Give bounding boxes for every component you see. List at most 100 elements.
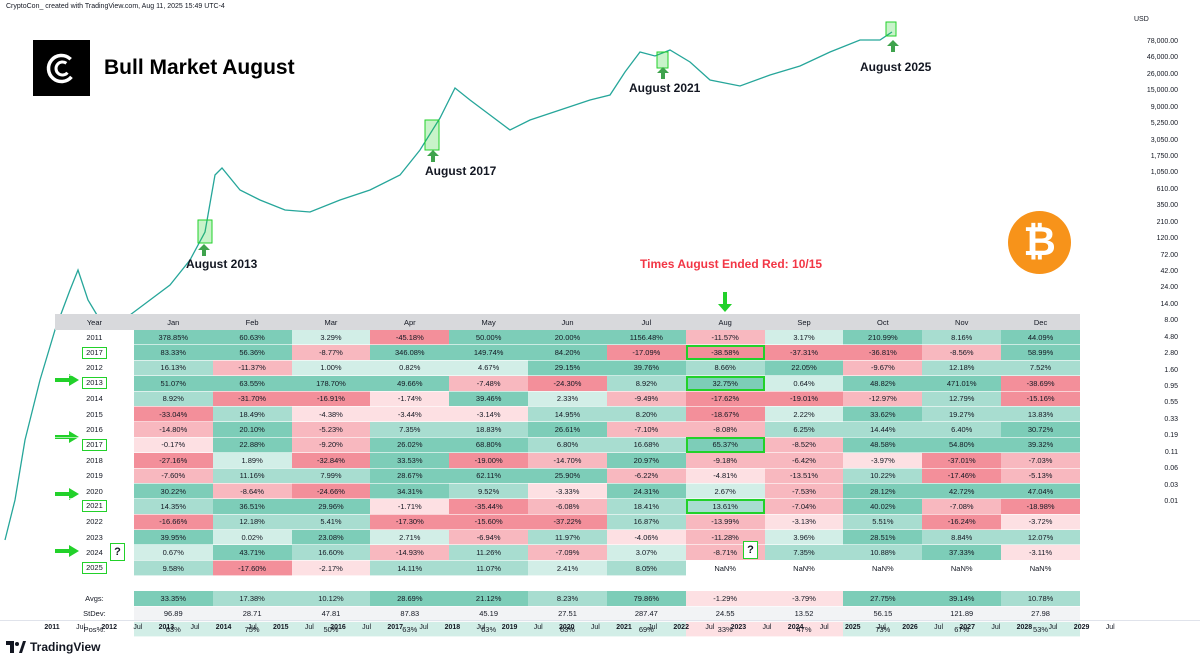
return-cell: 11.07%: [449, 560, 529, 577]
time-axis-tick: 2025: [845, 624, 861, 631]
return-cell: 13.83%: [1001, 406, 1080, 423]
return-cell: 11.97%: [528, 529, 607, 546]
return-cell: -7.04%: [764, 498, 844, 515]
return-cell: 0.67%: [133, 544, 213, 561]
return-cell: 20.97%: [606, 452, 686, 469]
year-cell: 2022: [55, 514, 134, 531]
return-cell: 149.74%: [449, 344, 529, 361]
page-title: Bull Market August: [104, 56, 295, 79]
stats-cell: 63%: [449, 621, 529, 638]
time-axis-tick: 2023: [730, 624, 747, 631]
return-cell: 34.31%: [370, 483, 450, 500]
return-cell: 2.33%: [528, 391, 607, 407]
return-cell: 11.26%: [449, 544, 529, 561]
return-cell: 7.99%: [291, 468, 371, 484]
return-cell: 2.22%: [764, 406, 844, 423]
return-cell: -5.23%: [291, 421, 371, 438]
price-chart: [4, 21, 897, 541]
time-axis-tick: Jul: [876, 624, 886, 631]
return-cell: NaN%: [922, 560, 1002, 577]
return-cell: -7.10%: [606, 421, 686, 438]
table-header-cell: Nov: [922, 314, 1002, 330]
return-cell: 346.08%: [370, 344, 450, 361]
table-row: 2014 8.92% -31.70% -16.91% -1.74% 39.46% 2.33%…: [55, 391, 1080, 407]
return-cell: 39.95%: [133, 529, 213, 546]
return-cell: 47.04%: [1001, 483, 1080, 500]
return-cell: 29.15%: [528, 360, 607, 377]
time-axis: 2011 Jul 2012 Jul 2013 Jul 2014 Jul 2015 Jul 2016 J…: [0, 620, 1200, 635]
time-axis-tick: Jul: [419, 624, 429, 631]
price-axis-tick: 210.00: [1156, 218, 1178, 226]
return-cell: 12.07%: [1001, 529, 1080, 546]
stats-cell: 287.47: [606, 606, 686, 623]
return-cell: 8.66%: [685, 360, 765, 377]
table-header-cell: Mar: [291, 314, 371, 330]
return-cell: -37.31%: [764, 344, 844, 361]
question-mark-aug-2025: ?: [743, 541, 758, 559]
return-cell: -5.13%: [1001, 468, 1080, 484]
annotation-august-2021: August 2021: [629, 81, 701, 95]
price-axis-tick: 78,000.00: [1146, 38, 1178, 45]
return-cell: 471.01%: [922, 375, 1002, 392]
table-header-cell: Feb: [212, 314, 292, 330]
return-cell: -13.51%: [764, 468, 844, 484]
price-axis-tick: 120.00: [1156, 235, 1178, 243]
stats-label: Pos%:: [55, 621, 134, 638]
stats-cell: 28.69%: [370, 590, 450, 607]
return-cell: 39.46%: [449, 391, 529, 407]
return-cell: 1156.48%: [606, 330, 686, 346]
return-cell: 43.71%: [212, 544, 292, 561]
return-cell: -31.70%: [212, 391, 292, 407]
return-cell: 51.07%: [133, 375, 213, 392]
return-cell: -7.53%: [764, 483, 844, 500]
table-row: 2011 378.85% 60.63% 3.29% -45.18% 50.00% 20.00…: [55, 330, 1080, 346]
return-cell: -36.81%: [843, 344, 923, 361]
return-cell: -24.66%: [291, 483, 371, 500]
return-cell: -8.52%: [764, 437, 844, 454]
stats-cell: -1.29%: [685, 590, 765, 607]
price-axis-tick: 4.80: [1164, 333, 1178, 341]
stats-cell: 33.35%: [133, 590, 213, 607]
time-axis-tick: 2015: [273, 624, 289, 631]
return-cell: -9.49%: [606, 391, 686, 407]
table-row: 2017 -0.17% 22.88% -9.20% 26.02% 68.80% 6.80% 1…: [55, 437, 1080, 454]
return-cell: -35.44%: [449, 498, 529, 515]
return-cell: 60.63%: [212, 330, 292, 346]
return-cell: 6.40%: [922, 421, 1002, 438]
table-row: 2019 -7.60% 11.16% 7.99% 28.67% 62.11% 25.90% -…: [55, 468, 1080, 484]
price-axis-tick: 0.11: [1164, 448, 1178, 456]
table-header-cell: Dec: [1001, 314, 1080, 330]
return-cell: 40.02%: [843, 498, 923, 515]
arrow-up-icon: [198, 244, 210, 256]
question-mark-2025: ?: [110, 543, 125, 561]
stats-cell: 39.14%: [922, 590, 1002, 607]
return-cell: -7.60%: [133, 468, 213, 484]
return-cell: 24.31%: [606, 483, 686, 500]
return-cell: -16.66%: [133, 514, 213, 531]
return-cell: 20.00%: [528, 330, 607, 346]
time-axis-tick: 2012: [101, 624, 117, 631]
return-cell: 8.84%: [922, 529, 1002, 546]
table-row: 2023 39.95% 0.02% 23.08% 2.71% -6.94% 11.97% -4…: [55, 529, 1080, 546]
table-row: 2021 14.35% 36.51% 29.96% -1.71% -35.44% -6.08…: [55, 498, 1080, 515]
return-cell: -8.77%: [291, 344, 371, 361]
time-axis-tick: 2026: [902, 624, 918, 631]
return-cell: 8.20%: [606, 406, 686, 423]
price-axis-tick: 9,000.00: [1150, 103, 1178, 111]
return-cell: 0.02%: [212, 529, 292, 546]
return-cell: 5.41%: [291, 514, 371, 531]
return-cell: -2.17%: [291, 560, 371, 577]
return-cell: 28.12%: [843, 483, 923, 500]
return-cell: 54.80%: [922, 437, 1002, 454]
time-axis-tick: Jul: [934, 624, 944, 631]
return-cell: 83.33%: [133, 344, 213, 361]
return-cell: -13.99%: [685, 514, 765, 531]
return-cell: 6.80%: [528, 437, 607, 454]
price-axis-tick: 24.00: [1160, 284, 1178, 292]
return-cell: -4.38%: [291, 406, 371, 423]
return-cell: -18.67%: [685, 406, 765, 423]
return-cell: 378.85%: [133, 330, 213, 346]
arrow-up-icon: [427, 150, 439, 162]
time-axis-tick: Jul: [533, 624, 543, 631]
return-cell: 10.22%: [843, 468, 923, 484]
